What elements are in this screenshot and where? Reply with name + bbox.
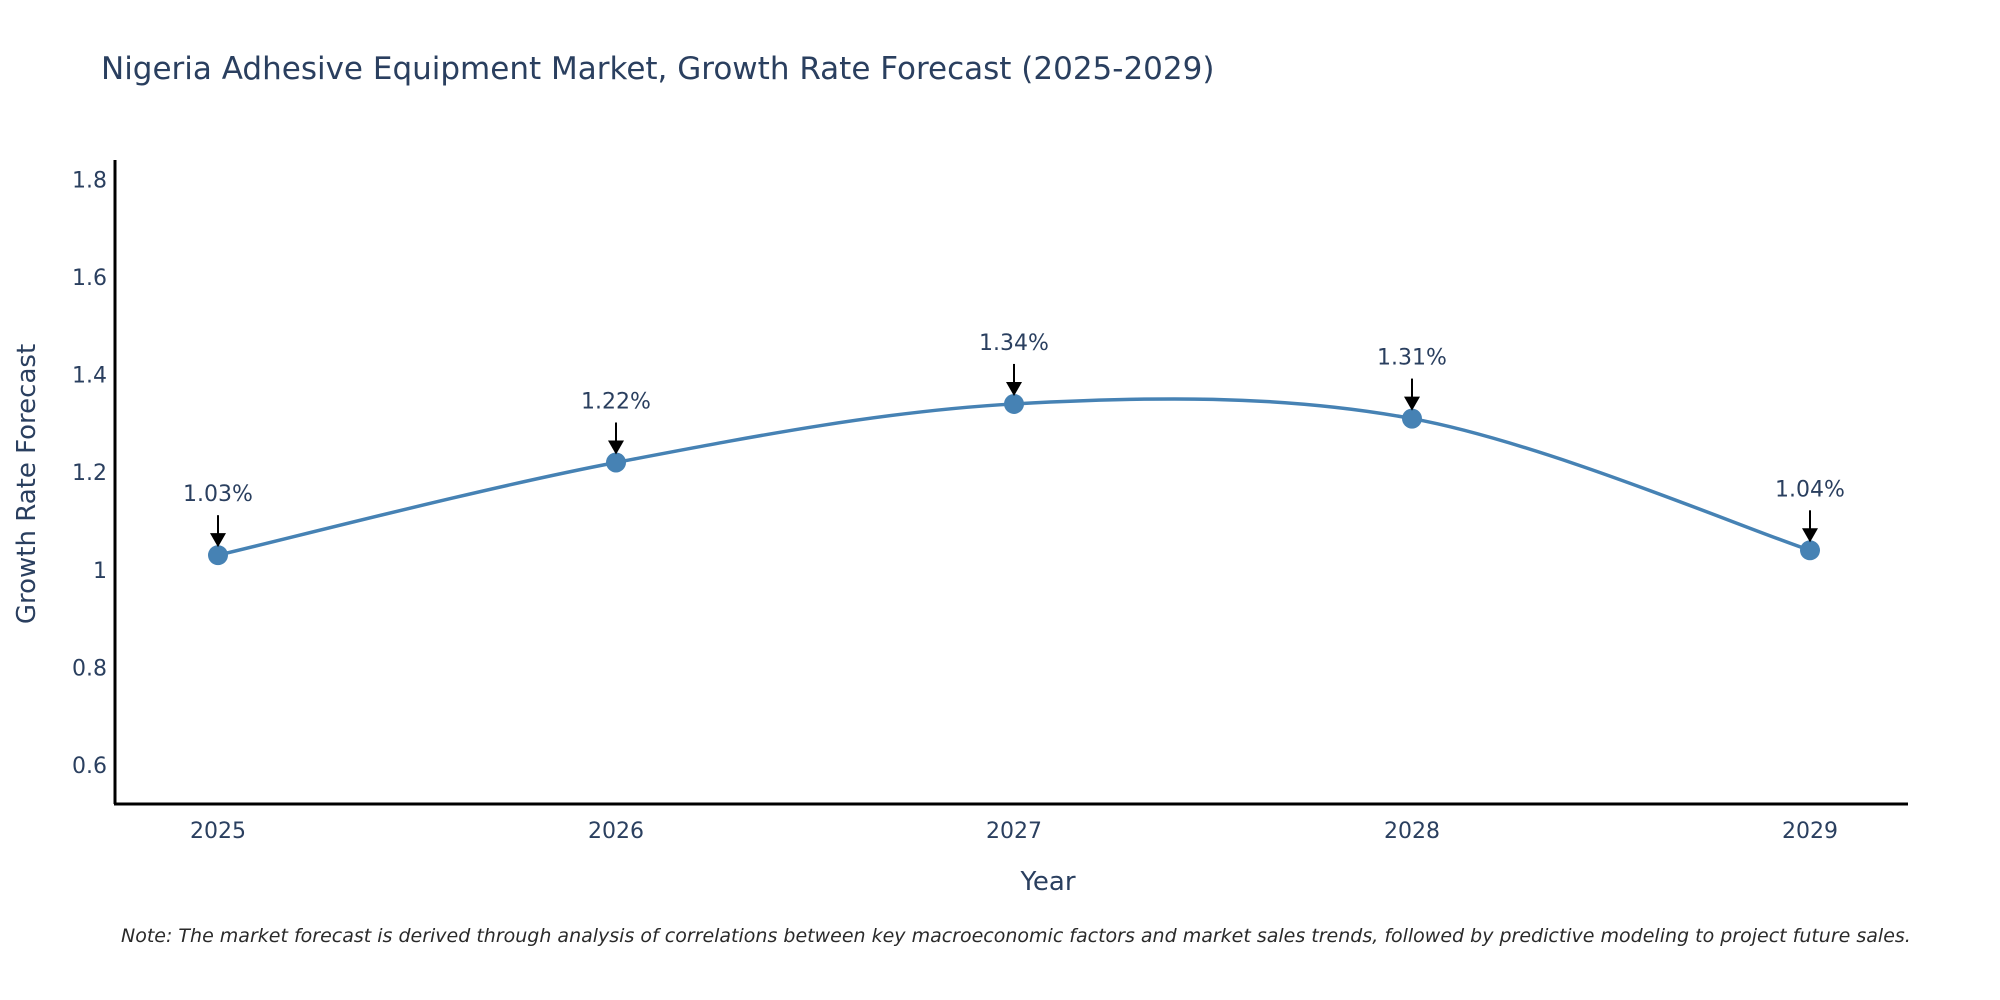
data-point [606, 452, 626, 473]
annotation-arrow-head [1006, 381, 1022, 396]
annotation-arrow-head [210, 533, 226, 548]
annotation-arrow-head [1802, 528, 1818, 543]
x-tick-label: 2026 [588, 819, 644, 844]
data-points [208, 393, 1820, 566]
data-annotations: 1.03% 1.22% 1.34% 1.31% 1.04% [183, 331, 1845, 548]
annotation-arrow-head [1404, 396, 1420, 411]
series-line [217, 397, 1811, 557]
data-label: 1.22% [581, 389, 651, 414]
chart-title: Nigeria Adhesive Equipment Market, Growt… [101, 51, 1214, 87]
data-label: 1.34% [979, 331, 1049, 356]
y-axis-title: Growth Rate Forecast [12, 344, 42, 624]
data-label: 1.31% [1377, 346, 1447, 371]
y-tick-label: 1.4 [72, 364, 107, 389]
footnote: Note: The market forecast is derived thr… [121, 925, 1911, 947]
x-tick-label: 2028 [1384, 819, 1440, 844]
annotation-arrow-head [608, 440, 624, 455]
x-axis-title: Year [1019, 867, 1075, 897]
y-tick-label: 1.6 [72, 266, 107, 291]
x-axis-ticks: 2025 2026 2027 2028 2029 [190, 819, 1838, 844]
data-label: 1.04% [1775, 477, 1845, 502]
y-axis-ticks: 0.6 0.8 1 1.2 1.4 1.6 1.8 [72, 169, 107, 779]
y-tick-label: 1.8 [72, 169, 107, 194]
y-tick-label: 0.6 [72, 754, 107, 779]
x-tick-label: 2029 [1782, 819, 1838, 844]
data-point [1004, 393, 1024, 414]
x-tick-label: 2027 [986, 819, 1042, 844]
y-tick-label: 0.8 [72, 656, 107, 681]
data-point [208, 545, 228, 566]
data-point [1800, 540, 1820, 561]
y-tick-label: 1 [93, 559, 107, 584]
x-tick-label: 2025 [190, 819, 246, 844]
data-point [1402, 408, 1422, 429]
data-label: 1.03% [183, 482, 253, 507]
y-tick-label: 1.2 [72, 461, 107, 486]
